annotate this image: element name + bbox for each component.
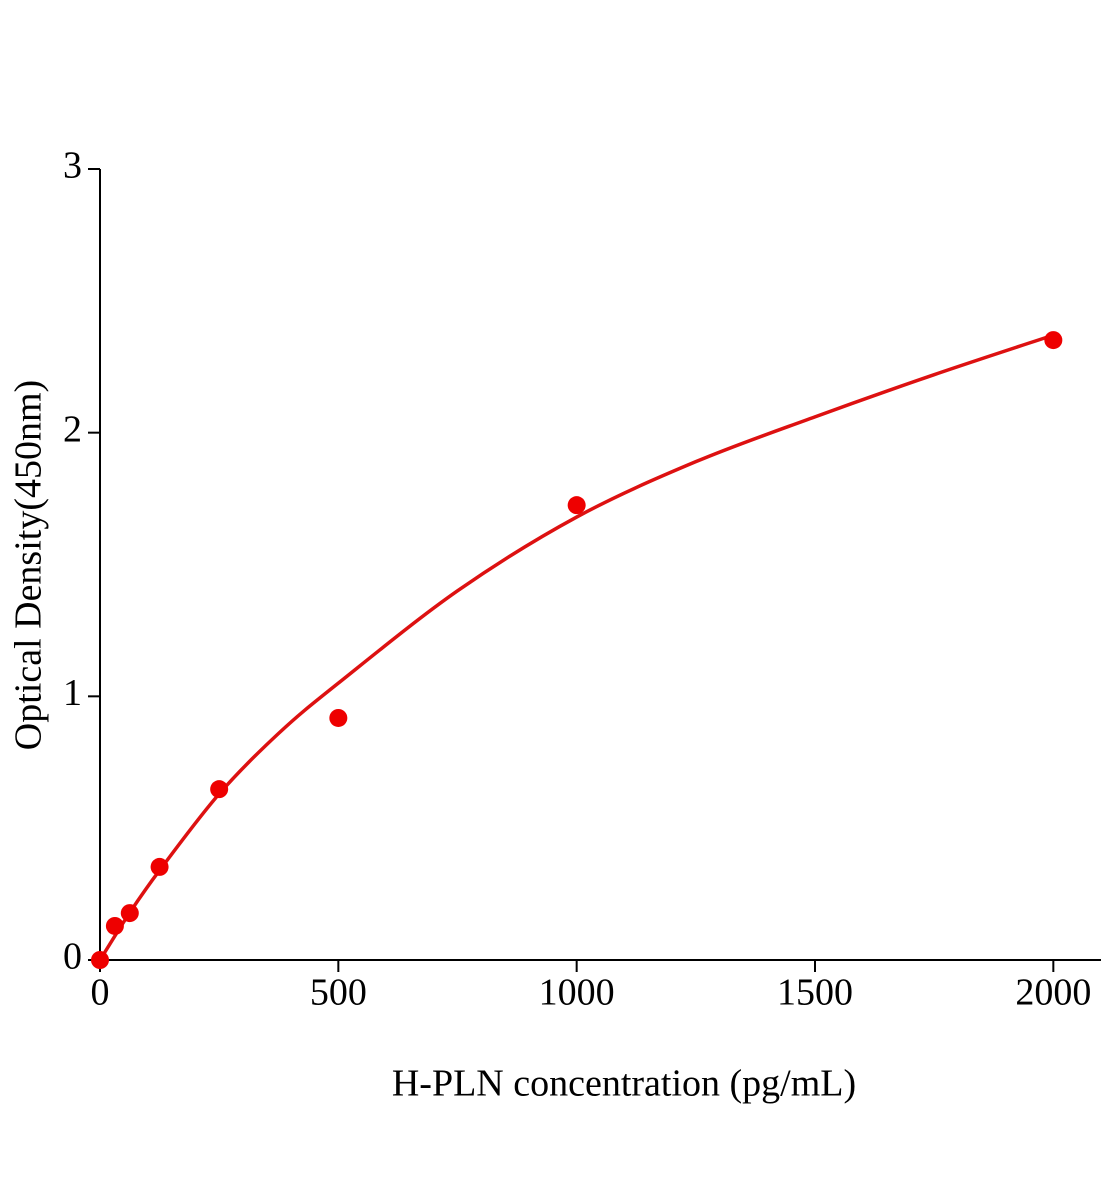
x-tick-label: 0 <box>91 972 110 1014</box>
data-point <box>210 780 229 799</box>
data-point <box>91 951 109 969</box>
x-tick-label: 1000 <box>539 972 615 1014</box>
data-point <box>120 904 139 923</box>
y-tick-label: 1 <box>63 672 82 714</box>
data-point <box>567 496 586 515</box>
x-tick-label: 1500 <box>777 972 853 1014</box>
y-tick-label: 0 <box>63 936 82 978</box>
data-point <box>105 916 124 935</box>
y-tick-label: 2 <box>63 408 82 450</box>
x-tick-label: 2000 <box>1015 972 1091 1014</box>
x-axis-label: H-PLN concentration (pg/mL) <box>392 1063 856 1105</box>
data-point <box>1044 331 1063 350</box>
y-tick-label: 3 <box>63 145 82 187</box>
x-tick-label: 500 <box>310 972 367 1014</box>
data-point <box>150 857 169 876</box>
data-point <box>329 708 348 727</box>
fit-curve <box>98 333 1054 961</box>
y-axis-label: Optical Density(450nm) <box>8 380 50 750</box>
